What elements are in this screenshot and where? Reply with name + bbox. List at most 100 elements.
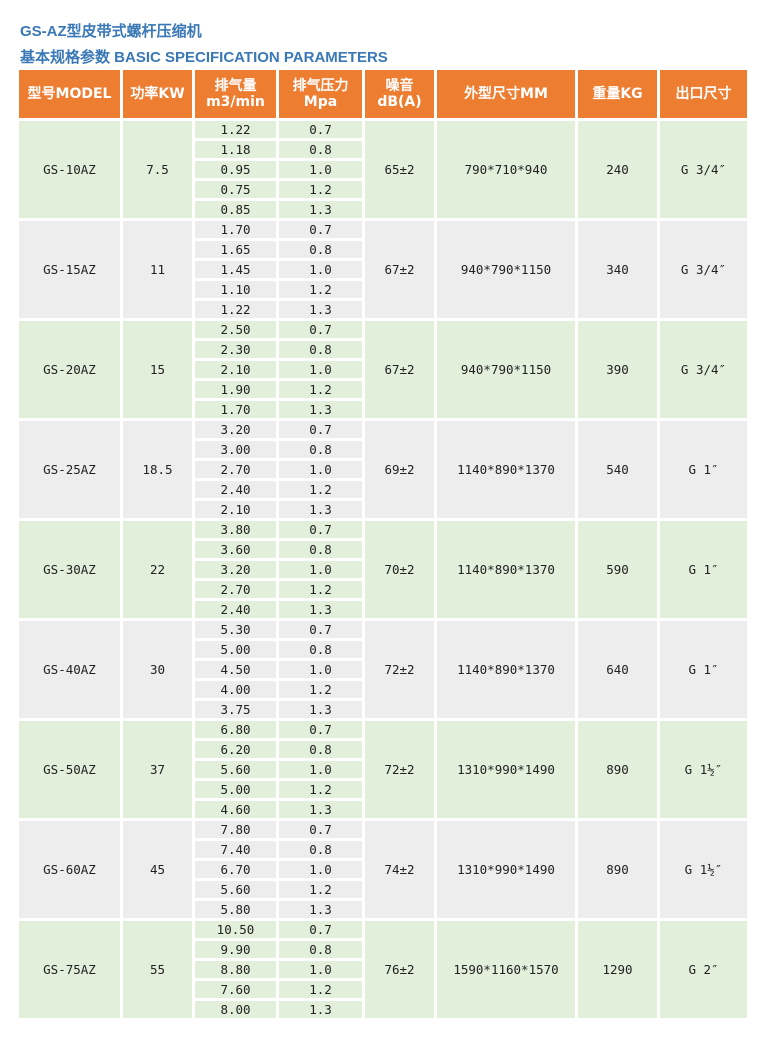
pressure-cell: 1.0 <box>279 661 362 678</box>
flow-cell: 0.85 <box>195 201 276 218</box>
pressure-cell: 1.3 <box>279 201 362 218</box>
table-row: GS-60AZ 45 7.80 0.7 74±2 1310*990*1490 890 G 1½… <box>19 821 747 918</box>
header-label: 噪音 <box>385 78 414 94</box>
pressure-cell: 1.2 <box>279 381 362 398</box>
flow-cell: 2.70 <box>195 461 276 478</box>
flow-cell: 5.00 <box>195 781 276 798</box>
pressure-cell: 1.2 <box>279 681 362 698</box>
header-unit: Mpa <box>303 94 338 110</box>
header-label: 外型尺寸MM <box>464 86 548 102</box>
flow-cell: 2.40 <box>195 601 276 618</box>
weight-cell: 890 <box>578 721 657 818</box>
model-cell: GS-30AZ <box>19 521 120 618</box>
page-subtitle: 基本规格参数 BASIC SPECIFICATION PARAMETERS <box>20 49 388 66</box>
flow-cell: 8.80 <box>195 961 276 978</box>
flow-cell: 3.60 <box>195 541 276 558</box>
flow-cell: 6.70 <box>195 861 276 878</box>
outlet-cell: G 2″ <box>660 921 747 1018</box>
power-cell: 22 <box>123 521 192 618</box>
flow-cell: 5.80 <box>195 901 276 918</box>
pressure-cell: 1.2 <box>279 781 362 798</box>
outlet-cell: G 1½″ <box>660 821 747 918</box>
noise-cell: 67±2 <box>365 321 434 418</box>
table-row: 0.95 1.0 <box>19 161 747 178</box>
header-label: 型号MODEL <box>27 86 112 102</box>
table-row: 2.10 1.3 <box>19 501 747 518</box>
power-cell: 15 <box>123 321 192 418</box>
outlet-cell: G 1″ <box>660 621 747 718</box>
table-row: 8.00 1.3 <box>19 1001 747 1018</box>
flow-cell: 3.80 <box>195 521 276 538</box>
flow-cell: 1.22 <box>195 301 276 318</box>
weight-cell: 1290 <box>578 921 657 1018</box>
pressure-cell: 1.0 <box>279 161 362 178</box>
pressure-cell: 1.2 <box>279 981 362 998</box>
flow-cell: 1.10 <box>195 281 276 298</box>
table-row: 3.00 0.8 <box>19 441 747 458</box>
pressure-cell: 0.7 <box>279 821 362 838</box>
noise-cell: 76±2 <box>365 921 434 1018</box>
flow-cell: 2.40 <box>195 481 276 498</box>
flow-cell: 2.10 <box>195 501 276 518</box>
flow-cell: 1.65 <box>195 241 276 258</box>
noise-cell: 65±2 <box>365 121 434 218</box>
flow-cell: 4.60 <box>195 801 276 818</box>
noise-cell: 70±2 <box>365 521 434 618</box>
noise-cell: 74±2 <box>365 821 434 918</box>
weight-cell: 640 <box>578 621 657 718</box>
pressure-cell: 1.3 <box>279 601 362 618</box>
dimensions-cell: 1590*1160*1570 <box>437 921 575 1018</box>
flow-cell: 6.20 <box>195 741 276 758</box>
flow-cell: 1.22 <box>195 121 276 138</box>
model-cell: GS-60AZ <box>19 821 120 918</box>
table-row: 2.30 0.8 <box>19 341 747 358</box>
page-title: GS-AZ型皮带式螺杆压缩机 <box>20 23 202 40</box>
table-row: 7.60 1.2 <box>19 981 747 998</box>
pressure-cell: 0.7 <box>279 521 362 538</box>
table-row: GS-20AZ 15 2.50 0.7 67±2 940*790*1150 390 G 3/4… <box>19 321 747 418</box>
table-row: 8.80 1.0 <box>19 961 747 978</box>
model-cell: GS-20AZ <box>19 321 120 418</box>
flow-cell: 3.00 <box>195 441 276 458</box>
pressure-cell: 0.8 <box>279 441 362 458</box>
pressure-cell: 0.7 <box>279 221 362 238</box>
header-unit: dB(A) <box>377 94 422 110</box>
table-row: 1.22 1.3 <box>19 301 747 318</box>
column-header: 型号MODEL <box>19 70 120 118</box>
flow-cell: 1.45 <box>195 261 276 278</box>
pressure-cell: 0.8 <box>279 241 362 258</box>
pressure-cell: 0.8 <box>279 341 362 358</box>
pressure-cell: 0.7 <box>279 621 362 638</box>
table-row: GS-75AZ 55 10.50 0.7 76±2 1590*1160*1570 1290 G… <box>19 921 747 1018</box>
flow-cell: 1.18 <box>195 141 276 158</box>
spec-table: 型号MODEL 功率KW 排气量 m3/min 排气压力 Mpa 噪音 dB(A) 外型尺寸MM… <box>16 67 750 1021</box>
power-cell: 45 <box>123 821 192 918</box>
column-header: 重量KG <box>578 70 657 118</box>
pressure-cell: 1.2 <box>279 181 362 198</box>
power-cell: 30 <box>123 621 192 718</box>
pressure-cell: 0.7 <box>279 321 362 338</box>
outlet-cell: G 1½″ <box>660 721 747 818</box>
flow-cell: 2.10 <box>195 361 276 378</box>
flow-cell: 5.60 <box>195 881 276 898</box>
noise-cell: 72±2 <box>365 721 434 818</box>
model-cell: GS-10AZ <box>19 121 120 218</box>
flow-cell: 0.75 <box>195 181 276 198</box>
pressure-cell: 1.2 <box>279 281 362 298</box>
flow-cell: 10.50 <box>195 921 276 938</box>
flow-cell: 7.40 <box>195 841 276 858</box>
pressure-cell: 1.3 <box>279 401 362 418</box>
flow-cell: 4.50 <box>195 661 276 678</box>
header-unit: m3/min <box>206 94 265 110</box>
dimensions-cell: 1310*990*1490 <box>437 721 575 818</box>
header-label: 功率KW <box>130 86 185 102</box>
dimensions-cell: 1140*890*1370 <box>437 621 575 718</box>
model-cell: GS-15AZ <box>19 221 120 318</box>
table-row: 9.90 0.8 <box>19 941 747 958</box>
table-row: 5.60 1.0 <box>19 761 747 778</box>
flow-cell: 1.70 <box>195 221 276 238</box>
power-cell: 11 <box>123 221 192 318</box>
pressure-cell: 1.3 <box>279 301 362 318</box>
model-cell: GS-40AZ <box>19 621 120 718</box>
pressure-cell: 1.2 <box>279 581 362 598</box>
